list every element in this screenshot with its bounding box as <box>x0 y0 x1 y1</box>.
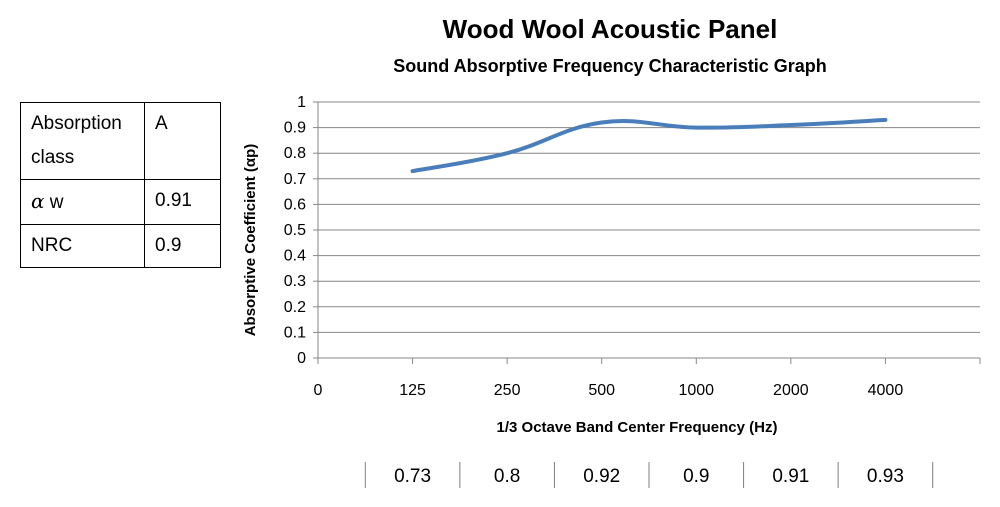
y-tick-label: 0.5 <box>284 222 306 239</box>
data-value-label: 0.73 <box>394 466 431 487</box>
y-tick-label: 0.4 <box>284 248 306 265</box>
y-tick-label: 0.1 <box>284 324 306 341</box>
data-value-label: 0.9 <box>683 466 709 487</box>
table-row: NRC 0.9 <box>20 224 221 268</box>
chart-title: Wood Wool Acoustic Panel <box>442 14 778 44</box>
series-line <box>410 117 888 174</box>
data-value-label: 0.92 <box>583 466 620 487</box>
chart-subtitle: Sound Absorptive Frequency Characteristi… <box>393 56 827 76</box>
data-value-label: 0.93 <box>867 466 904 487</box>
y-tick-label: 0.8 <box>284 145 306 162</box>
y-tick-label: 1 <box>297 94 306 111</box>
x-tick-label: 4000 <box>868 382 904 399</box>
y-tick-label: 0.3 <box>284 273 306 290</box>
property-value-absorption-class: A <box>144 102 221 180</box>
x-tick-label: 0 <box>314 382 323 399</box>
table-row: α w 0.91 <box>20 179 221 225</box>
x-axis-label: 1/3 Octave Band Center Frequency (Hz) <box>497 419 778 436</box>
data-value-label: 0.8 <box>494 466 520 487</box>
x-tick-label: 500 <box>588 382 615 399</box>
x-tick-label: 2000 <box>773 382 809 399</box>
table-row: Absorption class A <box>20 102 221 180</box>
x-tick-label: 250 <box>494 382 521 399</box>
y-tick-label: 0.6 <box>284 196 306 213</box>
absorption-properties-table: Absorption class A α w 0.91 NRC 0.9 <box>20 102 221 268</box>
property-key-nrc: NRC <box>20 224 145 268</box>
y-tick-label: 0.7 <box>284 171 306 188</box>
data-value-label: 0.91 <box>772 466 809 487</box>
y-axis-label: Absorptive Coefficient (αp) <box>242 144 259 337</box>
y-tick-label: 0.2 <box>284 299 306 316</box>
alpha-suffix: w <box>49 192 64 213</box>
y-tick-label: 0.9 <box>284 120 306 137</box>
alpha-symbol: α <box>31 189 45 213</box>
property-value-nrc: 0.9 <box>144 224 221 268</box>
x-tick-label: 125 <box>399 382 426 399</box>
property-key-alpha-w: α w <box>20 179 145 225</box>
property-value-alpha-w: 0.91 <box>144 179 221 225</box>
y-tick-label: 0 <box>297 350 306 367</box>
x-tick-label: 1000 <box>678 382 714 399</box>
